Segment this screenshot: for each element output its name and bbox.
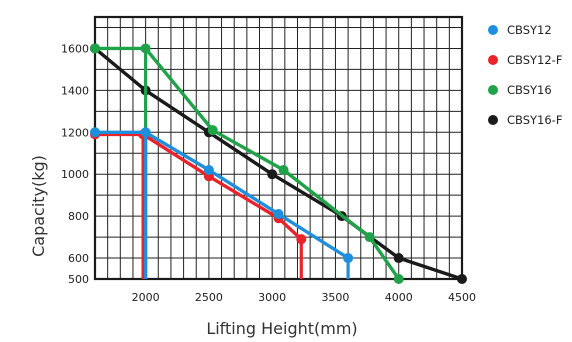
data-point [203,165,214,176]
legend-marker [488,55,498,65]
legend-marker [488,25,498,35]
legend-label: CBSY16 [507,83,552,97]
series-layer [90,43,467,284]
legend-label: CBSY12 [507,23,552,37]
series-line [93,47,463,281]
data-point [140,43,151,54]
legend-label: CBSY16-F [507,113,562,127]
legend: CBSY12 CBSY12-F CBSY16 CBSY16-F [488,23,562,127]
data-point [267,169,278,180]
x-tick-label: 4500 [448,291,476,304]
y-tick-label: 1400 [61,84,89,97]
data-point [140,127,151,138]
y-tick-label: 800 [68,210,89,223]
legend-marker [488,85,498,95]
data-point [90,127,100,138]
data-point [364,232,375,243]
series-line [95,46,401,280]
data-point [296,234,307,245]
y-tick-label: 1600 [61,42,89,55]
y-tick-label: 1000 [61,168,89,181]
data-point [393,274,404,284]
x-tick-label: 2000 [132,291,160,304]
data-point [343,253,354,264]
data-point [90,43,100,54]
data-point [273,209,284,220]
y-axis-title: Capacity(kg) [29,155,48,257]
data-point [207,125,218,136]
y-tick-label: 600 [68,252,89,265]
x-tick-label: 3000 [258,291,286,304]
x-tick-label: 3500 [321,291,349,304]
x-axis-title: Lifting Height(mm) [206,319,357,338]
y-tick-label: 1200 [61,126,89,139]
legend-label: CBSY12-F [507,53,562,67]
plot-frame [93,15,464,281]
x-tick-label: 4000 [385,291,413,304]
tick-labels: 2000 2500 3000 3500 4000 4500 500 600 800 1000 120… [61,42,476,304]
legend-marker [488,115,498,125]
series-cbsy12-f [90,129,307,279]
data-point [457,274,467,284]
x-tick-label: 2500 [195,291,223,304]
data-point [393,253,404,264]
data-point [278,165,289,176]
series-cbsy12 [90,127,354,279]
y-tick-label: 500 [68,273,89,286]
series-line [95,132,303,241]
